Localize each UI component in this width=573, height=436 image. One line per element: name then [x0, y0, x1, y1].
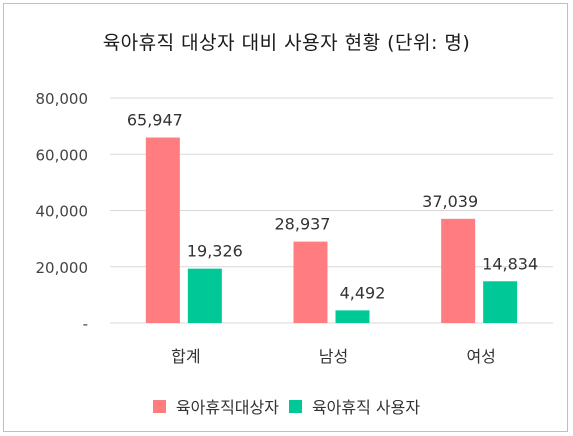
y-tick-label: 20,000	[36, 259, 89, 277]
chart-frame	[3, 3, 568, 432]
y-tick-label: 80,000	[36, 90, 89, 108]
bar-user	[187, 268, 222, 323]
legend-swatch-user	[288, 399, 302, 413]
legend-swatch-target	[152, 399, 166, 413]
bar-target	[293, 241, 328, 323]
data-label: 37,039	[422, 192, 478, 211]
legend: 육아휴직대상자 육아휴직 사용자	[0, 394, 573, 418]
legend-item-target: 육아휴직대상자	[152, 394, 279, 418]
data-label: 28,937	[275, 215, 331, 234]
legend-item-user: 육아휴직 사용자	[288, 394, 421, 418]
data-label: 19,326	[187, 242, 243, 261]
chart-title: 육아휴직 대상자 대비 사용자 현황 (단위: 명)	[102, 32, 471, 54]
legend-label-target: 육아휴직대상자	[175, 398, 279, 417]
bar-target	[145, 137, 180, 323]
legend-label-user: 육아휴직 사용자	[311, 398, 421, 417]
category-label: 합계	[171, 347, 200, 366]
category-label: 남성	[319, 347, 348, 366]
data-label: 65,947	[127, 111, 183, 130]
category-label: 여성	[466, 347, 495, 366]
bar-target	[441, 218, 476, 323]
y-tick-label: 60,000	[36, 146, 89, 164]
y-tick-label: 40,000	[36, 203, 89, 221]
data-label: 14,834	[482, 254, 538, 273]
bar-user	[483, 281, 518, 323]
data-label: 4,492	[340, 283, 386, 302]
y-tick-label: -	[83, 315, 88, 333]
bar-user	[335, 310, 370, 323]
